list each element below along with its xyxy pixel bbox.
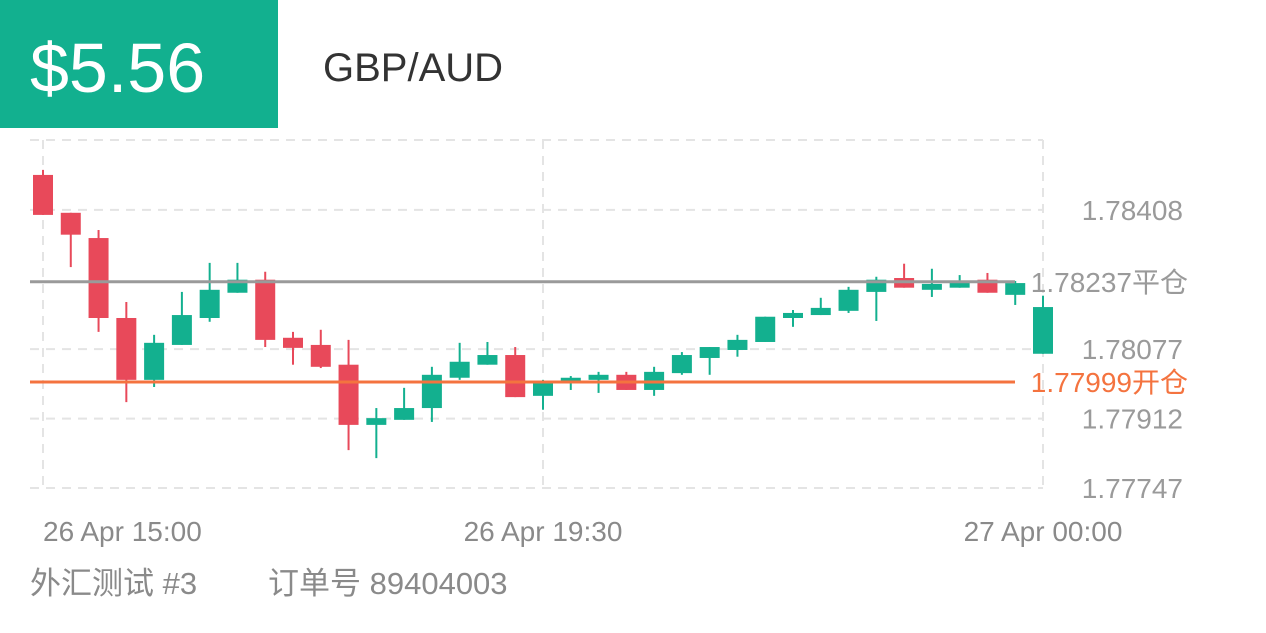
candle-body [838,289,859,311]
y-tick-label: 1.78077 [1082,334,1183,365]
symbol: GBP/AUD [323,46,503,90]
candle-body [310,344,331,367]
candle-body [394,408,415,420]
y-tick-label: 1.77747 [1082,473,1183,504]
candlestick-chart: 1.78408 1.78077 1.77912 1.77747 26 Apr 15:00… [30,139,1188,547]
candle-body [560,377,581,383]
candle-body [199,289,220,318]
x-tick-label: 26 Apr 19:30 [464,516,623,547]
candle-body [421,374,442,409]
candle-body [255,279,276,340]
candle-body [338,364,359,425]
candle-body [60,212,81,235]
candle-body [33,174,53,215]
candle-body [505,355,526,398]
candle-body [588,374,609,380]
y-tick-label: 1.78408 [1082,195,1183,226]
candle-body [144,342,165,380]
candle-body [171,315,192,345]
candle-body [477,355,498,365]
candle-body [949,280,970,288]
candle-body [727,339,748,350]
order-number: 订单号 89404003 [268,566,508,601]
candle-body [671,355,692,374]
candle-body [755,316,776,342]
price-line-label: 1.77999开仓 [1031,367,1188,398]
x-tick-label: 26 Apr 15:00 [43,516,202,547]
price-line-label: 1.78237平仓 [1031,267,1188,298]
profit-badge [0,0,278,128]
candle-body [1005,283,1026,295]
candle-body [116,317,137,380]
candle-body [88,238,109,318]
candle-body [533,382,553,396]
candle-body [449,361,470,378]
candle-body [810,307,831,316]
profit: $5.56 [30,29,205,107]
candle-body [366,418,387,425]
candle-body [783,312,803,318]
candle-body [699,347,720,358]
account-name: 外汇测试 #3 [30,566,197,601]
candle-body [283,337,303,348]
y-tick-label: 1.77912 [1082,404,1183,435]
candle-body [1033,307,1053,354]
candle-body [921,283,942,290]
x-tick-label: 27 Apr 00:00 [964,516,1123,547]
